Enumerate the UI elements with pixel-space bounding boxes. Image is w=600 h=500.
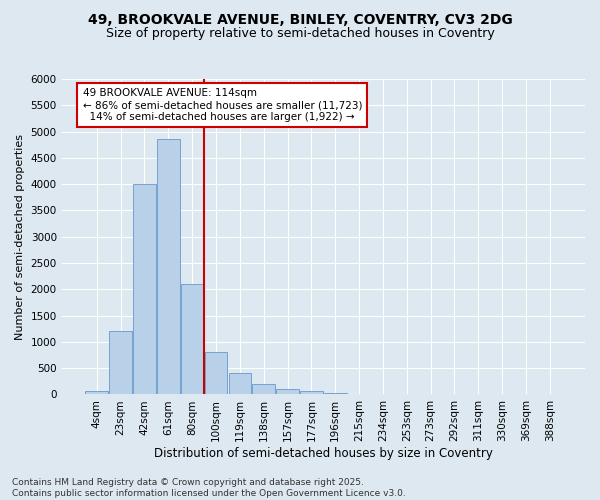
Text: Size of property relative to semi-detached houses in Coventry: Size of property relative to semi-detach… — [106, 28, 494, 40]
Y-axis label: Number of semi-detached properties: Number of semi-detached properties — [15, 134, 25, 340]
Text: 49 BROOKVALE AVENUE: 114sqm
← 86% of semi-detached houses are smaller (11,723)
 : 49 BROOKVALE AVENUE: 114sqm ← 86% of sem… — [83, 88, 362, 122]
Bar — [300, 391, 323, 394]
Bar — [109, 332, 132, 394]
Text: Contains HM Land Registry data © Crown copyright and database right 2025.
Contai: Contains HM Land Registry data © Crown c… — [12, 478, 406, 498]
X-axis label: Distribution of semi-detached houses by size in Coventry: Distribution of semi-detached houses by … — [154, 447, 493, 460]
Bar — [181, 284, 203, 395]
Text: 49, BROOKVALE AVENUE, BINLEY, COVENTRY, CV3 2DG: 49, BROOKVALE AVENUE, BINLEY, COVENTRY, … — [88, 12, 512, 26]
Bar — [157, 140, 179, 394]
Bar — [229, 374, 251, 394]
Bar — [205, 352, 227, 395]
Bar — [253, 384, 275, 394]
Bar — [324, 393, 347, 394]
Bar — [85, 390, 108, 394]
Bar — [133, 184, 156, 394]
Bar — [276, 388, 299, 394]
